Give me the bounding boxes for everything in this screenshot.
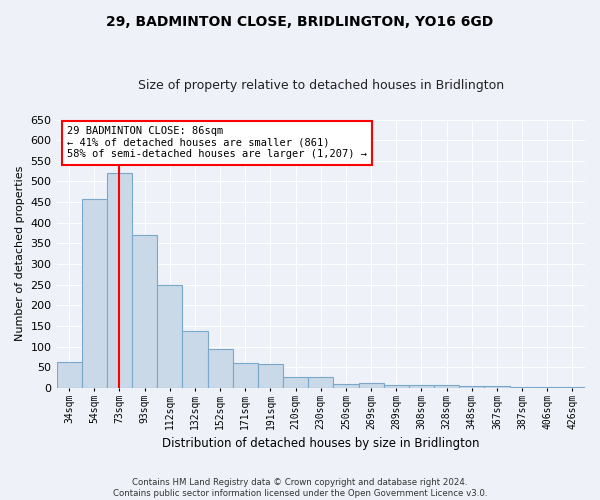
Text: Contains HM Land Registry data © Crown copyright and database right 2024.
Contai: Contains HM Land Registry data © Crown c… xyxy=(113,478,487,498)
Bar xyxy=(383,386,409,388)
X-axis label: Distribution of detached houses by size in Bridlington: Distribution of detached houses by size … xyxy=(162,437,479,450)
Bar xyxy=(107,173,132,388)
Text: 29 BADMINTON CLOSE: 86sqm
← 41% of detached houses are smaller (861)
58% of semi: 29 BADMINTON CLOSE: 86sqm ← 41% of detac… xyxy=(67,126,367,160)
Bar xyxy=(359,383,383,388)
Bar xyxy=(258,364,283,388)
Title: Size of property relative to detached houses in Bridlington: Size of property relative to detached ho… xyxy=(138,79,504,92)
Bar xyxy=(459,386,484,388)
Bar xyxy=(208,350,233,388)
Bar xyxy=(283,377,308,388)
Bar xyxy=(560,387,585,388)
Y-axis label: Number of detached properties: Number of detached properties xyxy=(15,166,25,342)
Bar xyxy=(509,386,535,388)
Bar xyxy=(484,386,509,388)
Text: 29, BADMINTON CLOSE, BRIDLINGTON, YO16 6GD: 29, BADMINTON CLOSE, BRIDLINGTON, YO16 6… xyxy=(106,15,494,29)
Bar xyxy=(56,362,82,388)
Bar xyxy=(409,386,434,388)
Bar xyxy=(308,377,334,388)
Bar xyxy=(233,363,258,388)
Bar xyxy=(82,199,107,388)
Bar xyxy=(157,286,182,388)
Bar xyxy=(132,235,157,388)
Bar xyxy=(434,384,459,388)
Bar xyxy=(535,387,560,388)
Bar xyxy=(182,331,208,388)
Bar xyxy=(334,384,359,388)
